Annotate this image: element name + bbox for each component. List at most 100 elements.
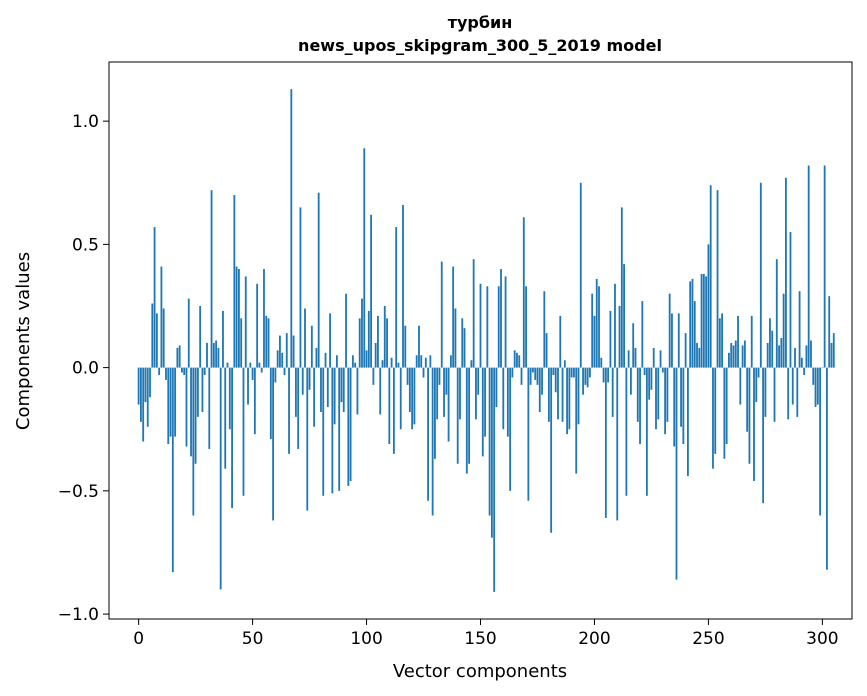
bar-39 (226, 362, 229, 368)
bar-81 (322, 367, 325, 496)
bar-86 (333, 367, 336, 425)
bar-149 (477, 367, 480, 395)
bar-225 (650, 367, 653, 390)
bar-127 (427, 367, 429, 501)
bar-193 (577, 367, 580, 425)
bar-126 (424, 357, 427, 368)
bar-291 (800, 357, 803, 368)
bar-173 (532, 367, 534, 373)
bar-190 (570, 367, 573, 378)
bar-34 (215, 340, 218, 368)
bar-161 (504, 276, 507, 368)
bar-280 (775, 259, 778, 368)
bar-205 (604, 367, 607, 518)
bar-230 (661, 367, 664, 373)
bar-62 (279, 335, 281, 368)
bar-138 (452, 266, 455, 368)
bar-260 (730, 342, 733, 368)
bar-76 (310, 325, 313, 368)
bar-236 (675, 367, 678, 580)
bar-65 (285, 333, 288, 368)
bar-30 (206, 342, 208, 368)
bar-90 (342, 367, 345, 412)
bar-156 (493, 367, 496, 592)
bar-256 (721, 313, 723, 368)
bar-19 (181, 367, 183, 373)
bar-198 (588, 367, 591, 378)
bar-140 (456, 367, 459, 464)
bar-221 (641, 301, 644, 368)
bar-137 (449, 355, 452, 368)
bar-133 (440, 261, 443, 368)
bar-247 (700, 273, 703, 368)
bar-273 (759, 182, 762, 368)
chart-title-line-1: турбин (448, 13, 513, 32)
bar-218 (634, 347, 637, 368)
bar-103 (372, 367, 375, 385)
bar-178 (543, 291, 546, 368)
bar-246 (698, 347, 701, 368)
bar-255 (718, 318, 721, 368)
bar-64 (283, 367, 286, 375)
y-tick-label: 0.5 (72, 235, 99, 255)
bar-115 (399, 367, 402, 430)
bar-29 (203, 367, 206, 375)
bar-202 (598, 286, 600, 368)
bar-72 (301, 367, 304, 395)
bar-129 (431, 367, 434, 516)
bar-239 (682, 367, 685, 445)
bar-248 (702, 273, 705, 368)
bar-298 (816, 367, 819, 405)
y-tick-label: 1.0 (72, 112, 99, 132)
bar-11 (162, 308, 165, 368)
bar-50 (251, 367, 254, 380)
bar-45 (240, 318, 243, 368)
bar-176 (538, 367, 541, 412)
bar-20 (183, 367, 186, 375)
bar-35 (217, 347, 220, 368)
bar-233 (668, 293, 671, 368)
bar-38 (224, 367, 227, 469)
bar-78 (315, 347, 318, 368)
bar-184 (557, 367, 559, 420)
x-tick-label: 50 (242, 629, 264, 649)
bar-213 (623, 264, 625, 368)
x-tick-label: 300 (806, 629, 838, 649)
bar-200 (593, 315, 596, 368)
bar-55 (263, 269, 265, 368)
bar-71 (299, 207, 302, 368)
bar-220 (639, 367, 641, 445)
bar-23 (190, 367, 192, 457)
bar-40 (228, 367, 231, 430)
bar-91 (345, 293, 347, 368)
bar-21 (185, 367, 188, 447)
bar-162 (506, 367, 509, 437)
bar-278 (771, 330, 774, 368)
bar-234 (671, 313, 673, 368)
bar-216 (630, 367, 632, 395)
bar-43 (235, 266, 238, 368)
bar-124 (420, 355, 423, 368)
bar-249 (705, 276, 708, 368)
bar-203 (600, 357, 603, 368)
bar-199 (591, 293, 594, 368)
bar-57 (267, 318, 270, 368)
x-axis-label: Vector components (393, 661, 567, 682)
bar-48 (247, 367, 249, 405)
bar-211 (618, 306, 621, 368)
bar-70 (297, 367, 300, 449)
bar-54 (260, 367, 263, 373)
bar-175 (536, 367, 539, 385)
bar-36 (219, 367, 222, 590)
bar-287 (791, 367, 794, 405)
bar-235 (673, 367, 676, 447)
bar-185 (559, 315, 562, 368)
bar-253 (714, 367, 717, 454)
bar-145 (468, 367, 471, 464)
bar-46 (242, 367, 245, 496)
bar-283 (782, 293, 785, 368)
bar-160 (502, 367, 505, 430)
bar-109 (386, 318, 388, 368)
bar-4 (146, 367, 149, 427)
